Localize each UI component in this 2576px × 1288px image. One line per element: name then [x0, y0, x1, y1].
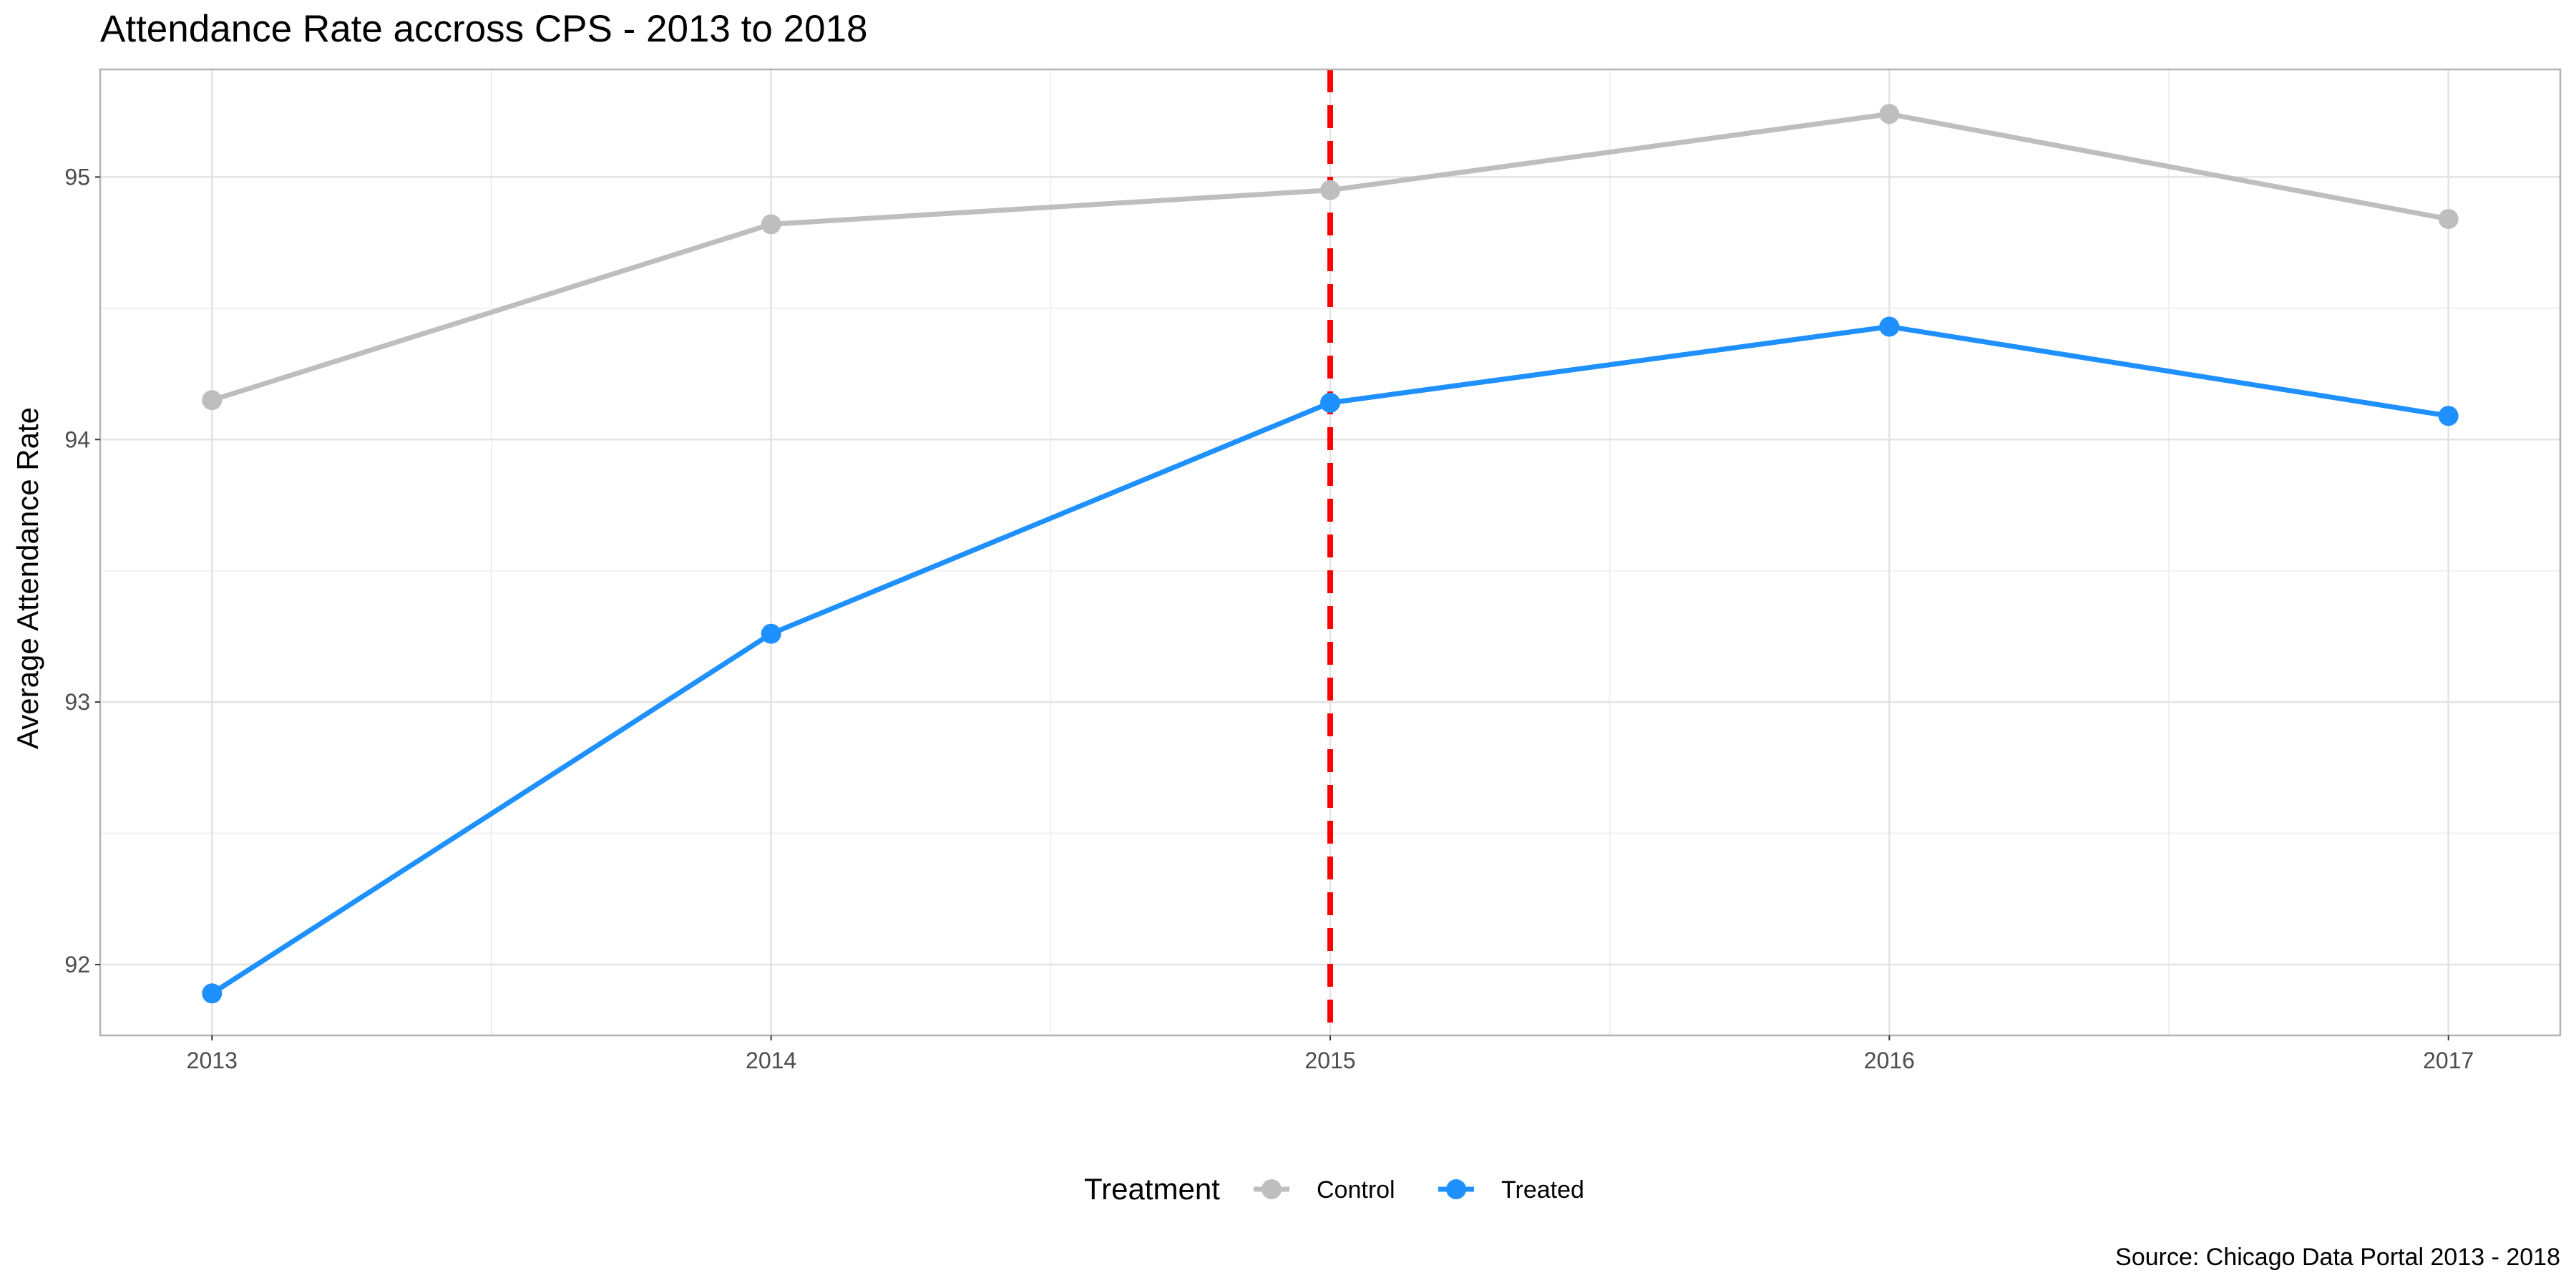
- data-point-control: [2438, 209, 2459, 230]
- legend-key-point-control: [1262, 1179, 1282, 1199]
- x-tick-label: 2017: [2423, 1048, 2474, 1073]
- data-point-treated: [1320, 392, 1340, 413]
- legend-title: Treatment: [1084, 1172, 1220, 1206]
- x-tick-label: 2016: [1864, 1048, 1915, 1073]
- legend: Treatment Control Treated: [1084, 1172, 1584, 1206]
- x-tick-label: 2013: [187, 1048, 238, 1073]
- legend-items: Control Treated: [1254, 1176, 1584, 1204]
- y-tick-label: 94: [64, 426, 90, 452]
- data-point-treated: [761, 623, 781, 644]
- x-tick-label: 2015: [1304, 1048, 1355, 1073]
- y-axis-tick-labels: 92 93 94 95: [64, 164, 100, 977]
- chart-caption: Source: Chicago Data Portal 2013 - 2018: [2115, 1244, 2560, 1271]
- x-tick-label: 2014: [746, 1048, 796, 1073]
- chart-title: Attendance Rate accross CPS - 2013 to 20…: [100, 8, 867, 50]
- y-tick-label: 92: [64, 952, 90, 977]
- y-axis-title: Average Attendance Rate: [11, 407, 44, 749]
- legend-label-control: Control: [1317, 1176, 1395, 1204]
- data-point-control: [1320, 180, 1340, 200]
- data-point-treated: [1879, 316, 1900, 337]
- x-axis-tick-labels: 2013 2014 2015 2016 2017: [187, 1035, 2474, 1073]
- data-point-treated: [202, 983, 223, 1004]
- data-point-treated: [2438, 406, 2459, 426]
- data-point-control: [761, 214, 781, 235]
- data-point-control: [1879, 104, 1900, 125]
- data-point-control: [202, 390, 223, 411]
- legend-label-treated: Treated: [1501, 1176, 1584, 1204]
- series-points: [202, 104, 2459, 1004]
- y-tick-label: 95: [64, 164, 90, 190]
- y-tick-label: 93: [64, 689, 90, 715]
- legend-key-point-treated: [1446, 1179, 1466, 1199]
